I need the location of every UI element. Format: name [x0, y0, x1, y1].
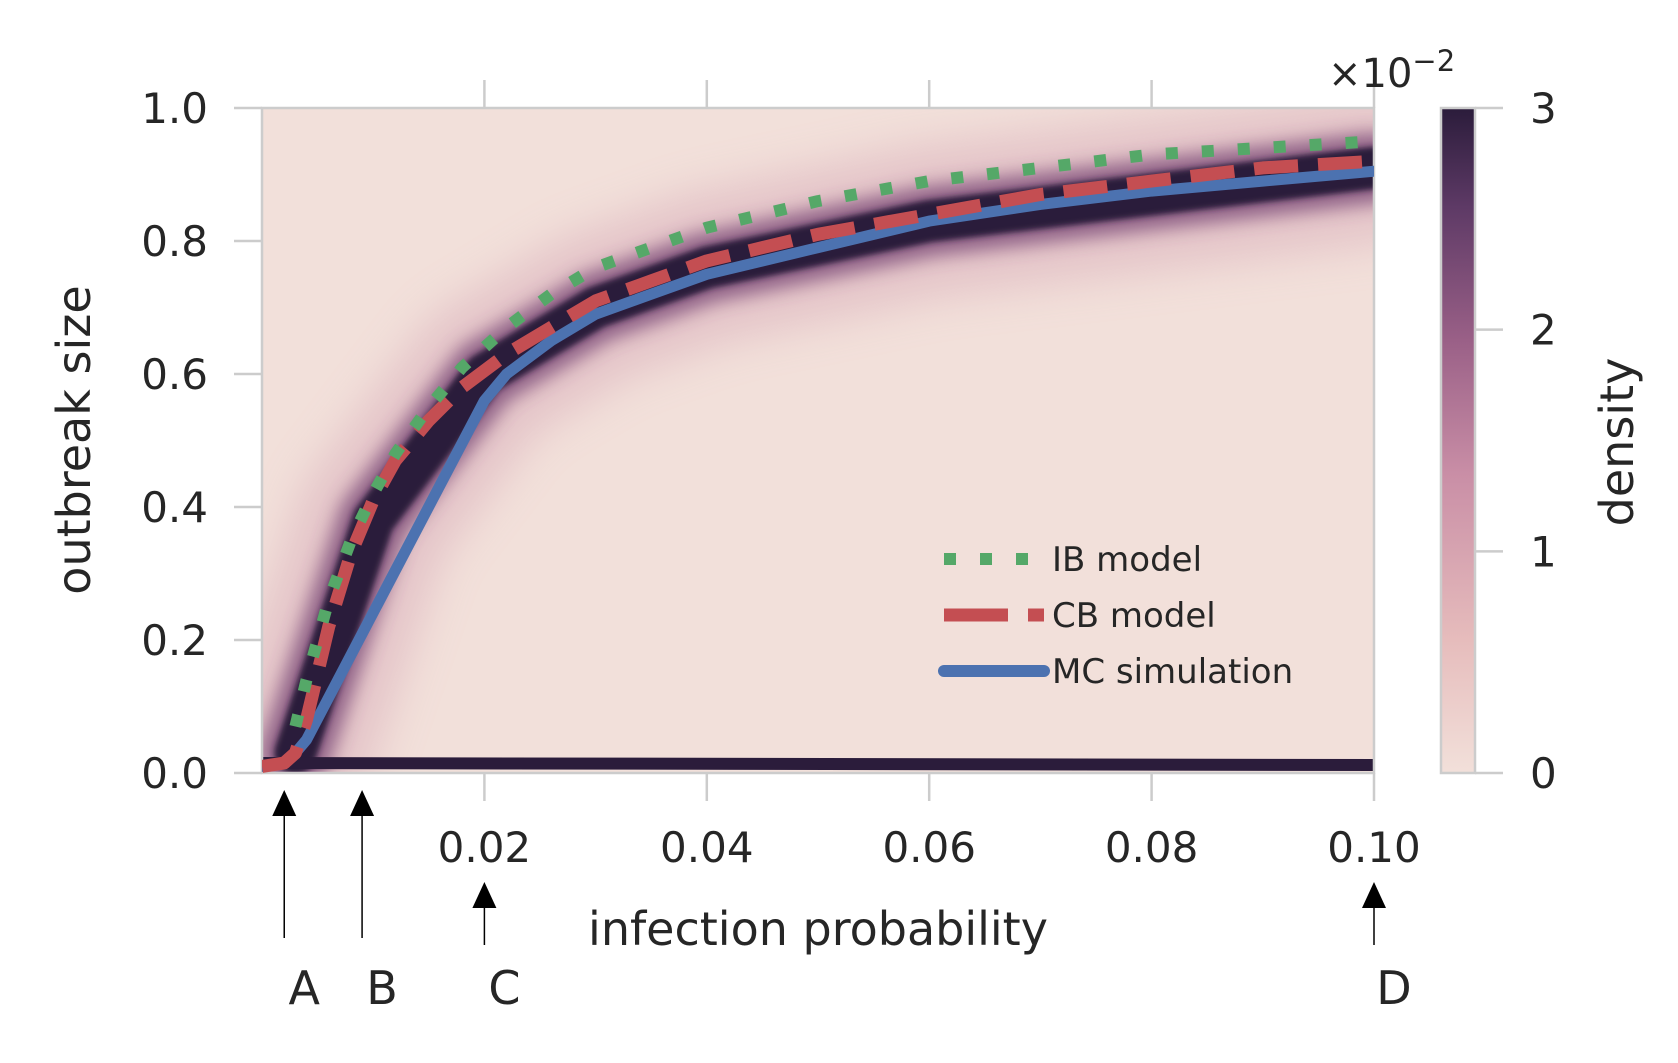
- x-axis: 0.02 0.04 0.06 0.08 0.10: [438, 80, 1421, 872]
- annotation-arrow-head: [272, 790, 297, 816]
- y-axis-label: outbreak size: [47, 285, 101, 594]
- annotation-label: C: [488, 961, 520, 1015]
- colorbar-multiplier: ×10−2: [1328, 44, 1455, 97]
- legend: IB model CB model MC simulation: [938, 540, 1293, 692]
- x-tick-label: 0.06: [882, 823, 976, 872]
- y-tick-label: 0.6: [141, 350, 208, 399]
- colorbar-frame: [1439, 106, 1477, 775]
- annotation-label: A: [289, 961, 321, 1015]
- colorbar: 0 1 2 3 ×10−2 density: [1328, 44, 1644, 798]
- colorbar-tick-label: 3: [1530, 84, 1557, 133]
- annotation-arrow-head: [472, 882, 497, 908]
- series-line-mc-simulation: [262, 165, 1374, 772]
- annotation-label: B: [366, 961, 398, 1015]
- plot-frame: [260, 106, 1376, 775]
- colorbar-label: density: [1590, 358, 1644, 527]
- x-tick-label: 0.04: [660, 823, 754, 872]
- legend-label-0: IB model: [1052, 540, 1202, 580]
- y-tick-label: 0.2: [141, 616, 208, 665]
- series-line-ib-model: [289, 135, 1374, 728]
- colorbar-tick-label: 0: [1530, 749, 1557, 798]
- legend-label-2: MC simulation: [1052, 652, 1293, 692]
- y-tick-label: 0.0: [141, 749, 208, 798]
- y-tick-label: 0.8: [141, 217, 208, 266]
- colorbar-gradient: [1441, 108, 1475, 773]
- y-tick-label: 0.4: [141, 483, 208, 532]
- y-tick-label: 1.0: [141, 84, 208, 133]
- annotation-arrow-head: [1362, 882, 1386, 908]
- density-core-lower: [262, 757, 1374, 771]
- annotation-label: D: [1376, 961, 1411, 1015]
- x-tick-label: 0.02: [438, 823, 532, 872]
- x-tick-label: 0.08: [1105, 823, 1199, 872]
- series-line-cb-model: [262, 154, 1374, 773]
- colorbar-tick-label: 2: [1530, 306, 1557, 355]
- annotation-arrow-head: [350, 790, 375, 816]
- x-axis-label: infection probability: [588, 902, 1048, 956]
- series-layer: [262, 135, 1374, 773]
- legend-label-1: CB model: [1052, 596, 1216, 636]
- x-tick-label: 0.10: [1327, 823, 1421, 872]
- y-axis: 0.0 0.2 0.4 0.6 0.8 1.0: [141, 84, 262, 798]
- colorbar-tick-label: 1: [1530, 527, 1557, 576]
